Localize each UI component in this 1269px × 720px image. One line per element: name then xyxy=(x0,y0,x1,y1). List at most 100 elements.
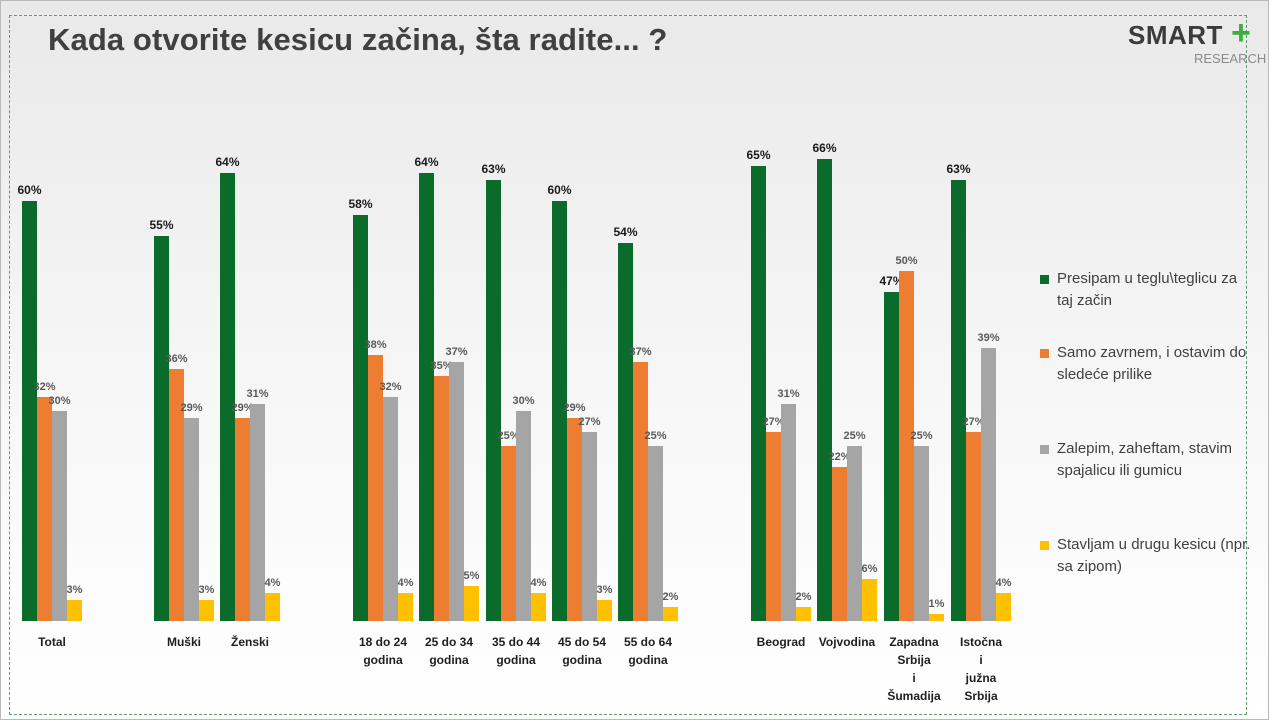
bar-s2-c8 xyxy=(781,404,796,621)
bar-s3-c10 xyxy=(929,614,944,621)
data-label-s3-c11: 4% xyxy=(996,577,1012,589)
data-label-s1-c11: 27% xyxy=(962,416,984,428)
category-label-6: 45 do 54 godina xyxy=(558,635,606,667)
category-label-9: Vojvodina xyxy=(819,635,876,649)
bar-s2-c10 xyxy=(914,446,929,621)
data-label-s3-c4: 5% xyxy=(464,570,480,582)
bar-s0-c3 xyxy=(353,215,368,621)
data-label-s2-c6: 27% xyxy=(578,416,600,428)
data-label-s3-c5: 4% xyxy=(531,577,547,589)
data-label-s0-c11: 63% xyxy=(946,162,970,176)
category-label-8: Beograd xyxy=(757,635,806,649)
data-label-s0-c1: 55% xyxy=(149,218,173,232)
data-label-s1-c10: 50% xyxy=(895,255,917,267)
data-label-s3-c2: 4% xyxy=(265,577,281,589)
legend-item-presipam: Presipam u teglu\teglicu za taj začin xyxy=(1040,268,1255,342)
data-label-s0-c8: 65% xyxy=(746,148,770,162)
data-label-s0-c0: 60% xyxy=(17,183,41,197)
data-label-s3-c7: 2% xyxy=(663,591,679,603)
data-label-s3-c1: 3% xyxy=(199,584,215,596)
bar-s0-c8 xyxy=(751,166,766,621)
bar-s0-c5 xyxy=(486,180,501,621)
data-label-s0-c9: 66% xyxy=(812,141,836,155)
data-label-s1-c1: 36% xyxy=(165,353,187,365)
smart-research-logo: SMART + RESEARCH xyxy=(1128,14,1267,70)
data-label-s3-c10: 1% xyxy=(929,598,945,610)
legend-item-druga-kesica: Stavljam u drugu kesicu (npr. sa zipom) xyxy=(1040,534,1255,578)
data-label-s3-c8: 2% xyxy=(796,591,812,603)
data-label-s2-c4: 37% xyxy=(445,346,467,358)
bar-s0-c0 xyxy=(22,201,37,621)
data-label-s2-c7: 25% xyxy=(644,430,666,442)
data-label-s1-c6: 29% xyxy=(563,402,585,414)
bar-s1-c3 xyxy=(368,355,383,621)
page-title: Kada otvorite kesicu začina, šta radite.… xyxy=(48,22,668,57)
category-label-0: Total xyxy=(38,635,66,649)
category-label-1: Muški xyxy=(167,635,201,649)
bar-s3-c7 xyxy=(663,607,678,621)
legend-label-druga-kesica: Stavljam u drugu kesicu (npr. sa zipom) xyxy=(1057,536,1251,575)
data-label-s1-c3: 38% xyxy=(364,339,386,351)
bar-s3-c2 xyxy=(265,593,280,621)
bar-s0-c1 xyxy=(154,236,169,621)
bar-s1-c8 xyxy=(766,432,781,621)
bar-s0-c4 xyxy=(419,173,434,621)
bar-s3-c5 xyxy=(531,593,546,621)
bar-s0-c9 xyxy=(817,159,832,621)
data-label-s2-c3: 32% xyxy=(379,381,401,393)
bar-s0-c6 xyxy=(552,201,567,621)
data-label-s0-c10: 47% xyxy=(879,274,903,288)
bar-s2-c4 xyxy=(449,362,464,621)
bar-s2-c2 xyxy=(250,404,265,621)
bar-s1-c4 xyxy=(434,376,449,621)
logo-subtitle: RESEARCH xyxy=(1194,51,1267,66)
bar-s1-c0 xyxy=(37,397,52,621)
data-label-s2-c10: 25% xyxy=(910,430,932,442)
bar-s3-c3 xyxy=(398,593,413,621)
dashed-frame xyxy=(9,15,1247,715)
category-label-10: Zapadna Srbija i Šumadija xyxy=(887,635,941,703)
bar-s0-c2 xyxy=(220,173,235,621)
bar-s2-c0 xyxy=(52,411,67,621)
bar-s2-c6 xyxy=(582,432,597,621)
data-label-s1-c2: 29% xyxy=(231,402,253,414)
bar-s1-c1 xyxy=(169,369,184,621)
data-label-s1-c9: 22% xyxy=(828,451,850,463)
data-label-s1-c5: 25% xyxy=(497,430,519,442)
bar-s3-c0 xyxy=(67,600,82,621)
legend-swatch-zalepim xyxy=(1040,445,1049,454)
legend-swatch-druga-kesica xyxy=(1040,541,1049,550)
bar-s0-c7 xyxy=(618,243,633,621)
data-label-s0-c2: 64% xyxy=(215,155,239,169)
bar-s1-c5 xyxy=(501,446,516,621)
data-label-s2-c2: 31% xyxy=(246,388,268,400)
data-label-s1-c0: 32% xyxy=(33,381,55,393)
category-label-5: 35 do 44 godina xyxy=(492,635,540,667)
bar-s1-c6 xyxy=(567,418,582,621)
bar-s3-c11 xyxy=(996,593,1011,621)
category-label-2: Ženski xyxy=(231,634,269,649)
bar-s3-c1 xyxy=(199,600,214,621)
data-label-s3-c9: 6% xyxy=(862,563,878,575)
bar-s2-c11 xyxy=(981,348,996,621)
category-label-7: 55 do 64 godina xyxy=(624,635,672,667)
bar-s3-c8 xyxy=(796,607,811,621)
bar-s2-c5 xyxy=(516,411,531,621)
bar-s0-c11 xyxy=(951,180,966,621)
data-label-s2-c0: 30% xyxy=(48,395,70,407)
data-label-s0-c6: 60% xyxy=(547,183,571,197)
legend-label-presipam: Presipam u teglu\teglicu za taj začin xyxy=(1057,270,1238,309)
data-label-s1-c4: 35% xyxy=(430,360,452,372)
bar-s2-c1 xyxy=(184,418,199,621)
data-label-s2-c9: 25% xyxy=(843,430,865,442)
bar-s0-c10 xyxy=(884,292,899,621)
category-label-11: Istočna i južna Srbija xyxy=(960,635,1002,703)
bar-s2-c3 xyxy=(383,397,398,621)
data-label-s2-c5: 30% xyxy=(512,395,534,407)
bar-s2-c9 xyxy=(847,446,862,621)
logo-plus-icon: + xyxy=(1231,14,1251,52)
data-label-s0-c3: 58% xyxy=(348,197,372,211)
bar-s3-c4 xyxy=(464,586,479,621)
bar-s2-c7 xyxy=(648,446,663,621)
chart-legend: Presipam u teglu\teglicu za taj začin Sa… xyxy=(1040,268,1255,578)
